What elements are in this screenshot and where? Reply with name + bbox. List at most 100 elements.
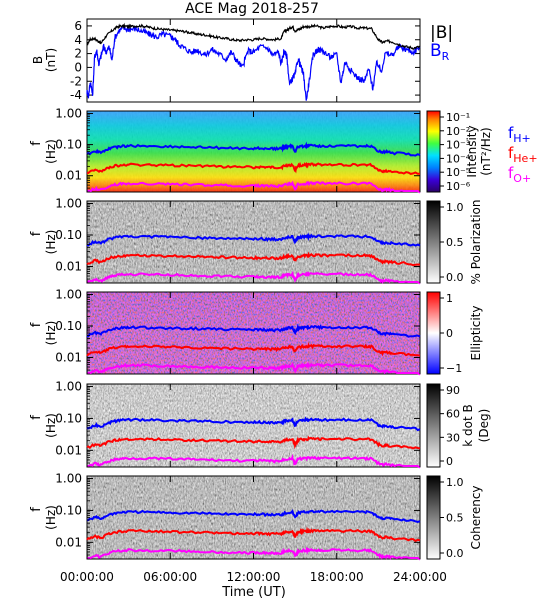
colorbar-tick-label: 0 <box>446 455 453 468</box>
line-f-h-plus <box>86 232 421 247</box>
panel-ellipticity <box>86 291 421 375</box>
y-axis-label: f <box>29 322 44 327</box>
colorbar-label: % Polarization <box>469 200 483 285</box>
series-b-total <box>86 22 421 50</box>
y-axis-unit: (Hz) <box>44 321 58 346</box>
legend-b-r: BR <box>430 41 450 63</box>
y-tick-label: 0.01 <box>55 535 82 549</box>
y-tick-label: 1.00 <box>55 196 82 210</box>
y-axis-label: f <box>29 231 44 236</box>
colorbar-label: Coherency <box>469 485 483 549</box>
legend-b-r-main: B <box>430 41 442 61</box>
legend-b-total: |B| <box>430 23 453 43</box>
panel-intensity <box>86 110 421 193</box>
y-axis-unit: (Hz) <box>44 139 58 164</box>
y-tick-label: 6 <box>74 19 82 33</box>
colorbar-labels: 10⁻¹10⁻²10⁻³10⁻⁴10⁻⁵10⁻⁶ Intensity (nT²/Hz… <box>440 111 493 560</box>
colorbar-tick-label: 10⁻² <box>446 125 470 138</box>
y-tick-label: 0.10 <box>55 228 82 242</box>
line-f-o-plus <box>86 180 421 194</box>
colorbar-ellipticity <box>426 291 441 375</box>
y-axis-label: f <box>29 141 44 146</box>
colorbar-tick-label: 10⁻⁵ <box>446 166 470 179</box>
panel-coherency <box>86 475 421 560</box>
x-tick-label: 06:00:00 <box>143 570 197 584</box>
colorbar-polarization <box>426 200 441 284</box>
colorbar-tick-label: 1.0 <box>446 476 464 489</box>
y-tick-label: 4 <box>74 33 82 47</box>
line-f-he-plus <box>86 435 421 450</box>
legend-f-o-main: f <box>508 164 514 182</box>
colorbar-tick-label: 0.0 <box>446 547 464 560</box>
y-tick-label: 1.00 <box>55 472 82 486</box>
line-f-h-plus <box>86 141 421 157</box>
colorbar-label: Ellipticity <box>469 306 483 361</box>
spectrogram-panels <box>86 110 421 560</box>
line-f-o-plus <box>87 361 421 376</box>
colorbar-tick-label: −1 <box>446 362 462 375</box>
spectrogram-axes: 1.000.100.01f (Hz)1.000.100.01f (Hz)1.000.… <box>29 19 421 560</box>
legend-f-h-main: f <box>508 124 514 142</box>
colorbar-k-dot-b <box>426 383 441 468</box>
legend-f-o: fO+ <box>508 164 531 185</box>
x-tick-label: 12:00:00 <box>227 570 281 584</box>
y-axis-label: B <box>31 56 45 64</box>
y-tick-label: 1.00 <box>55 106 82 120</box>
x-axis: 00:00:00 06:00:00 12:00:00 18:00:00 24:00:00 <box>60 570 447 584</box>
y-tick-label: 0.10 <box>55 503 82 517</box>
colorbar-tick-label: 60 <box>446 408 460 421</box>
y-tick-label: 0.10 <box>55 138 82 152</box>
colorbar-tick-label: 0.5 <box>446 236 464 249</box>
y-tick-label: 0.01 <box>55 169 82 183</box>
x-tick-label: 18:00:00 <box>310 570 364 584</box>
legend-f-h-sub: H+ <box>513 132 531 145</box>
y-axis-unit: (Hz) <box>44 413 58 438</box>
line-f-o-plus <box>87 453 421 469</box>
x-tick-label: 24:00:00 <box>393 570 447 584</box>
colorbar-tick-label: 0.5 <box>446 512 464 525</box>
x-axis-label: Time (UT) <box>221 585 286 600</box>
line-f-he-plus <box>86 161 420 175</box>
line-f-he-plus <box>86 526 421 543</box>
series-b-r <box>86 24 421 101</box>
y-tick-label: 1.00 <box>55 380 82 394</box>
y-tick-label: 2 <box>74 47 82 61</box>
y-axis-unit: (Hz) <box>44 230 58 255</box>
legend-b-r-sub: R <box>442 50 450 63</box>
y-tick-label: -4 <box>70 88 82 102</box>
y-axis-unit: (Hz) <box>44 505 58 530</box>
gyrofrequency-lines <box>86 141 421 561</box>
y-axis-label: f <box>29 507 44 512</box>
colorbar-unit: (nT²/Hz) <box>479 127 493 175</box>
panel-k-dot-b <box>86 383 421 468</box>
y-axis-unit: (nT) <box>44 48 58 72</box>
line-f-o-plus <box>86 270 421 285</box>
colorbar-tick-label: 10⁻⁴ <box>446 152 471 165</box>
line-f-o-plus <box>87 546 421 561</box>
y-tick-label: 0.10 <box>55 411 82 425</box>
y-tick-label: 0.10 <box>55 319 82 333</box>
line-f-h-plus <box>86 416 421 432</box>
legend-f-h: fH+ <box>508 124 531 145</box>
colorbars <box>426 110 441 560</box>
line-f-h-plus <box>86 509 421 523</box>
y-tick-label: -2 <box>70 74 82 88</box>
colorbar-tick-label: 1 <box>446 292 453 305</box>
line-f-he-plus <box>86 342 421 357</box>
coherency-image <box>87 476 420 559</box>
line-f-he-plus <box>86 251 421 267</box>
ellipticity-image <box>87 292 420 374</box>
x-tick-label: 00:00:00 <box>60 570 114 584</box>
gyrofrequency-legend: fH+ fHe+ fO+ <box>508 124 538 185</box>
colorbar-tick-label: 0.0 <box>446 271 464 284</box>
colorbar-intensity <box>426 110 441 193</box>
colorbar-label: Intensity <box>465 125 479 177</box>
legend-f-o-sub: O+ <box>513 172 531 185</box>
legend-f-he-sub: He+ <box>513 152 537 165</box>
colorbar-unit: (Deg) <box>477 409 491 443</box>
kdotb-image <box>87 384 420 467</box>
y-axis-label: f <box>29 415 44 420</box>
